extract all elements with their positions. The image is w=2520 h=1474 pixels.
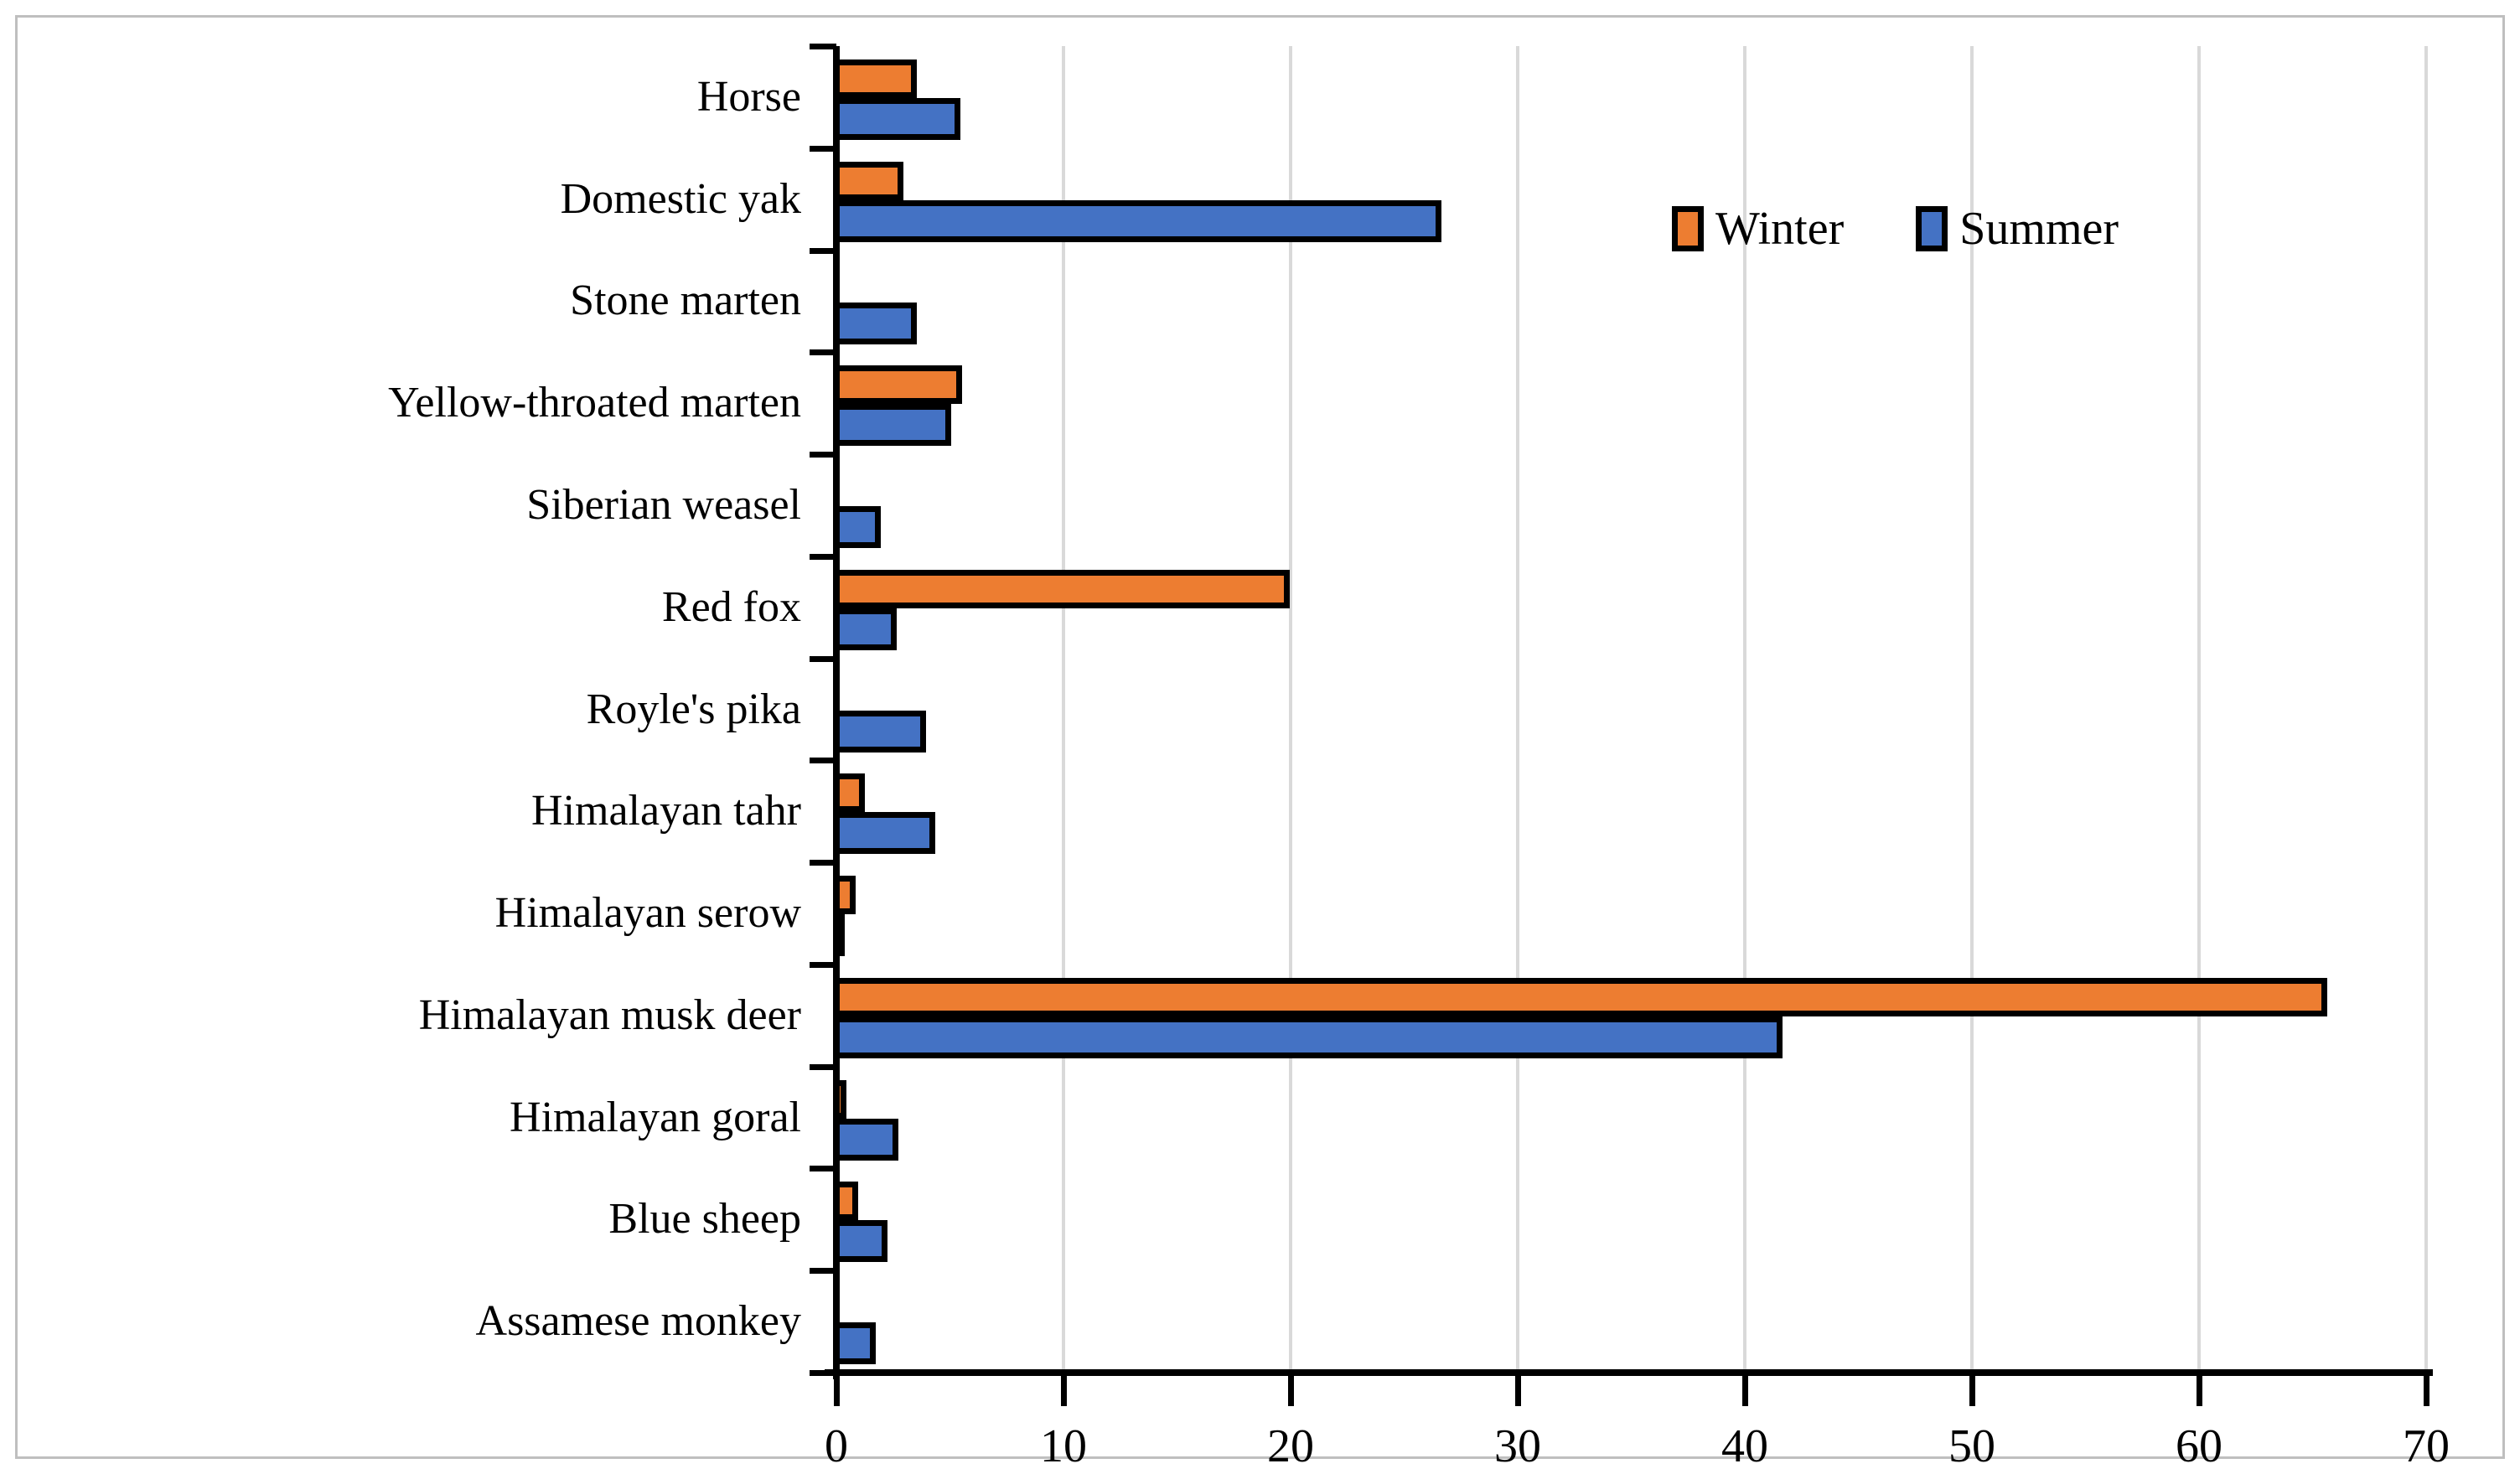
bar-summer-himalayan-tahr: [833, 812, 935, 854]
category-label-yellow-throated-marten: Yellow-throated marten: [388, 379, 801, 427]
bar-winter-yellow-throated-marten: [833, 365, 962, 404]
category-label-siberian-weasel: Siberian weasel: [526, 481, 801, 529]
value-axis-tick-label-20: 20: [1267, 1420, 1314, 1472]
bar-summer-himalayan-goral: [833, 1119, 898, 1161]
legend-label-summer: Summer: [1959, 203, 2119, 255]
legend-swatch-winter: [1672, 206, 1704, 251]
bar-summer-royle-s-pika: [833, 711, 926, 753]
legend-swatch-summer: [1916, 206, 1948, 251]
category-label-himalayan-musk-deer: Himalayan musk deer: [418, 991, 801, 1039]
bar-summer-red-fox: [833, 608, 897, 650]
category-axis-tick: [810, 146, 836, 152]
category-axis-tick: [810, 248, 836, 254]
value-axis-tick-label-30: 30: [1494, 1420, 1541, 1472]
category-label-royle-s-pika: Royle's pika: [586, 685, 801, 733]
value-axis-tick-label-10: 10: [1040, 1420, 1087, 1472]
category-axis-line: [833, 46, 840, 1379]
category-label-blue-sheep: Blue sheep: [608, 1195, 801, 1243]
category-axis-tick: [810, 758, 836, 763]
category-label-horse: Horse: [696, 73, 801, 121]
category-axis-tick: [810, 1268, 836, 1274]
gridline-60: [2197, 46, 2201, 1373]
legend-item-winter: Winter: [1672, 205, 1844, 252]
gridline-20: [1289, 46, 1292, 1373]
bar-winter-domestic-yak: [833, 162, 903, 200]
bar-winter-horse: [833, 59, 917, 98]
category-axis-tick: [810, 349, 836, 355]
gridline-40: [1743, 46, 1746, 1373]
category-axis-tick: [810, 962, 836, 968]
category-label-assamese-monkey: Assamese monkey: [475, 1297, 801, 1345]
value-axis-tick-label-40: 40: [1721, 1420, 1768, 1472]
category-axis-tick: [810, 1166, 836, 1171]
value-axis-tick-label-50: 50: [1948, 1420, 1995, 1472]
value-axis-tick-label-60: 60: [2176, 1420, 2222, 1472]
value-axis-tick-label-70: 70: [2403, 1420, 2450, 1472]
bar-winter-red-fox: [833, 570, 1290, 608]
legend-item-summer: Summer: [1916, 205, 2119, 252]
value-axis-tick-10: [1061, 1376, 1067, 1406]
category-label-domestic-yak: Domestic yak: [560, 175, 801, 223]
category-axis-tick: [810, 860, 836, 866]
category-axis-tick: [810, 44, 836, 49]
legend-label-winter: Winter: [1715, 203, 1845, 255]
category-axis-tick: [810, 656, 836, 662]
category-label-red-fox: Red fox: [661, 583, 801, 631]
category-label-stone-marten: Stone marten: [570, 277, 801, 324]
gridline-10: [1062, 46, 1065, 1373]
gridline-50: [1970, 46, 1974, 1373]
bar-winter-himalayan-musk-deer: [833, 978, 2327, 1016]
category-label-himalayan-goral: Himalayan goral: [510, 1094, 801, 1141]
gridline-70: [2424, 46, 2428, 1373]
bar-summer-siberian-weasel: [833, 506, 881, 548]
bar-summer-stone-marten: [833, 303, 917, 344]
bar-summer-blue-sheep: [833, 1220, 887, 1262]
category-axis-tick: [810, 1370, 836, 1376]
value-axis-tick-0: [834, 1376, 840, 1406]
category-axis-tick: [810, 452, 836, 458]
value-axis-line: [825, 1369, 2433, 1376]
bar-summer-yellow-throated-marten: [833, 404, 951, 446]
category-axis-tick: [810, 1064, 836, 1070]
legend: Winter Summer: [1672, 205, 2119, 252]
value-axis-tick-70: [2424, 1376, 2429, 1406]
category-label-himalayan-tahr: Himalayan tahr: [531, 787, 801, 835]
value-axis-tick-60: [2197, 1376, 2202, 1406]
value-axis-tick-label-0: 0: [825, 1420, 848, 1472]
value-axis-tick-50: [1969, 1376, 1975, 1406]
value-axis-tick-40: [1742, 1376, 1748, 1406]
category-label-himalayan-serow: Himalayan serow: [494, 889, 801, 937]
bar-summer-domestic-yak: [833, 200, 1441, 242]
value-axis-tick-20: [1288, 1376, 1294, 1406]
gridline-30: [1516, 46, 1519, 1373]
bar-summer-himalayan-musk-deer: [833, 1016, 1783, 1058]
bar-summer-horse: [833, 98, 960, 140]
value-axis-tick-30: [1515, 1376, 1521, 1406]
category-axis-tick: [810, 554, 836, 560]
